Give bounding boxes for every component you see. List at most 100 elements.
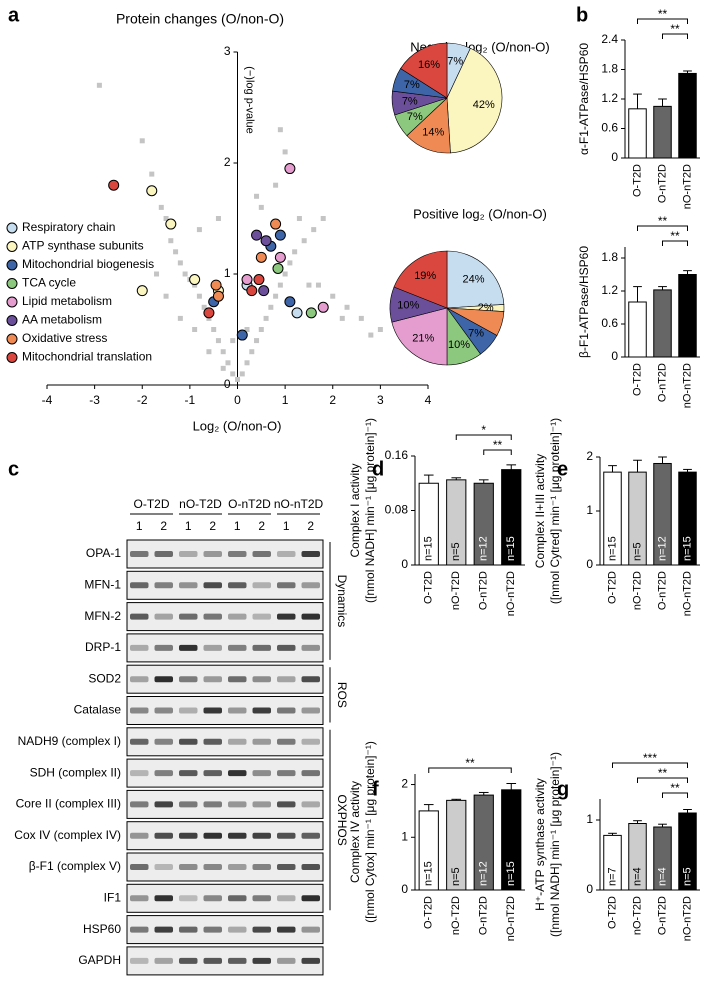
- blot-band: [203, 644, 222, 651]
- blot-band: [301, 926, 320, 933]
- data-point: [136, 285, 148, 297]
- blot-band: [277, 801, 296, 808]
- blot-band: [203, 864, 222, 870]
- blot-band: [154, 707, 173, 714]
- blot-band: [154, 895, 173, 902]
- data-point: [236, 329, 248, 341]
- blot-band: [154, 738, 173, 745]
- data-point: [154, 271, 160, 277]
- blot-band: [228, 582, 247, 589]
- y-axis-label: Complex IV activity: [348, 781, 362, 883]
- blot-band: [203, 801, 222, 808]
- y-tick-label: 0: [586, 557, 593, 571]
- blot-band: [277, 957, 296, 964]
- blot-band: [228, 926, 247, 933]
- data-point: [139, 138, 145, 144]
- row-label: Catalase: [74, 703, 122, 717]
- data-point: [212, 290, 224, 302]
- blot-band: [130, 613, 149, 620]
- y-tick-label: 1: [586, 503, 593, 517]
- y-tick-label: 1: [586, 812, 593, 826]
- lane-label: 2: [209, 519, 216, 533]
- blot-band: [252, 582, 271, 589]
- blot-band: [130, 676, 149, 683]
- bar: [678, 72, 697, 159]
- row-label: IF1: [104, 890, 122, 904]
- panel-label: d: [372, 458, 384, 480]
- blot-band: [228, 738, 247, 745]
- y-tick-label: 0.6: [601, 121, 618, 135]
- n-label: n=15: [423, 861, 435, 886]
- panel-label: b: [576, 4, 588, 26]
- blot-band: [301, 738, 320, 745]
- n-label: n=15: [505, 536, 517, 561]
- group-label: nO-nT2D: [274, 497, 324, 511]
- blot-band: [301, 551, 320, 557]
- row-label: Core II (complex III): [16, 797, 121, 811]
- n-label: n=5: [631, 542, 643, 561]
- y-axis-label: (−)log p-value: [244, 66, 256, 134]
- x-tick-label: 3: [377, 393, 384, 407]
- n-label: n=5: [450, 542, 462, 561]
- bar: [628, 108, 647, 159]
- data-point: [272, 262, 284, 274]
- blot-band: [277, 613, 296, 620]
- x-tick-label: nO-nT2D: [681, 164, 693, 209]
- blot-band: [301, 801, 320, 808]
- y-tick-label: 1.2: [601, 283, 618, 297]
- blot-band: [301, 676, 320, 683]
- slice-label: 7%: [404, 79, 420, 91]
- row-label: HSP60: [83, 922, 121, 936]
- blot-band: [179, 644, 198, 651]
- x-tick-label: -2: [137, 393, 148, 407]
- blot-band: [277, 738, 296, 745]
- x-tick-label: -4: [42, 393, 53, 407]
- group-label: O-nT2D: [228, 497, 271, 511]
- legend-label: Respiratory chain: [22, 220, 115, 234]
- blot-band: [179, 770, 198, 777]
- data-point: [274, 251, 286, 263]
- data-point: [251, 229, 263, 241]
- blot-band: [154, 926, 173, 933]
- significance-label: **: [670, 22, 680, 36]
- data-point: [96, 82, 102, 88]
- data-point: [220, 349, 226, 355]
- pie-slice: [393, 250, 448, 309]
- blot-band: [228, 613, 247, 620]
- data-point: [258, 285, 270, 297]
- blot-band: [277, 644, 296, 651]
- data-point: [287, 260, 293, 266]
- data-point: [201, 304, 207, 310]
- significance-bracket: [637, 777, 688, 783]
- data-point: [220, 365, 226, 371]
- blot-band: [228, 676, 247, 683]
- x-tick-label: nO-nT2D: [505, 571, 517, 616]
- blot-band: [301, 644, 320, 651]
- data-point: [210, 279, 222, 291]
- bar: [653, 289, 672, 358]
- data-point: [296, 216, 302, 221]
- row-label: MFN-2: [84, 609, 121, 623]
- x-tick-label: -3: [89, 393, 100, 407]
- blot-band: [252, 676, 271, 683]
- data-point: [311, 227, 317, 233]
- data-point: [192, 282, 198, 288]
- data-point: [189, 274, 201, 286]
- data-point: [274, 229, 286, 241]
- data-point: [203, 307, 215, 319]
- blot-band: [203, 738, 222, 745]
- blot-band: [130, 864, 149, 870]
- y-axis-label: ([nmol NADH] min⁻¹ [μg protein]⁻¹): [363, 418, 377, 603]
- blot-band: [277, 832, 296, 839]
- data-point: [163, 293, 169, 299]
- blot-band: [301, 957, 320, 964]
- x-tick-label: 0: [234, 393, 241, 407]
- blot-band: [130, 832, 149, 839]
- data-point: [149, 171, 155, 177]
- x-tick-label: O-nT2D: [656, 896, 668, 935]
- blot-band: [179, 582, 198, 589]
- data-point: [177, 260, 183, 266]
- panel-label: a: [8, 4, 20, 26]
- data-point: [305, 307, 317, 319]
